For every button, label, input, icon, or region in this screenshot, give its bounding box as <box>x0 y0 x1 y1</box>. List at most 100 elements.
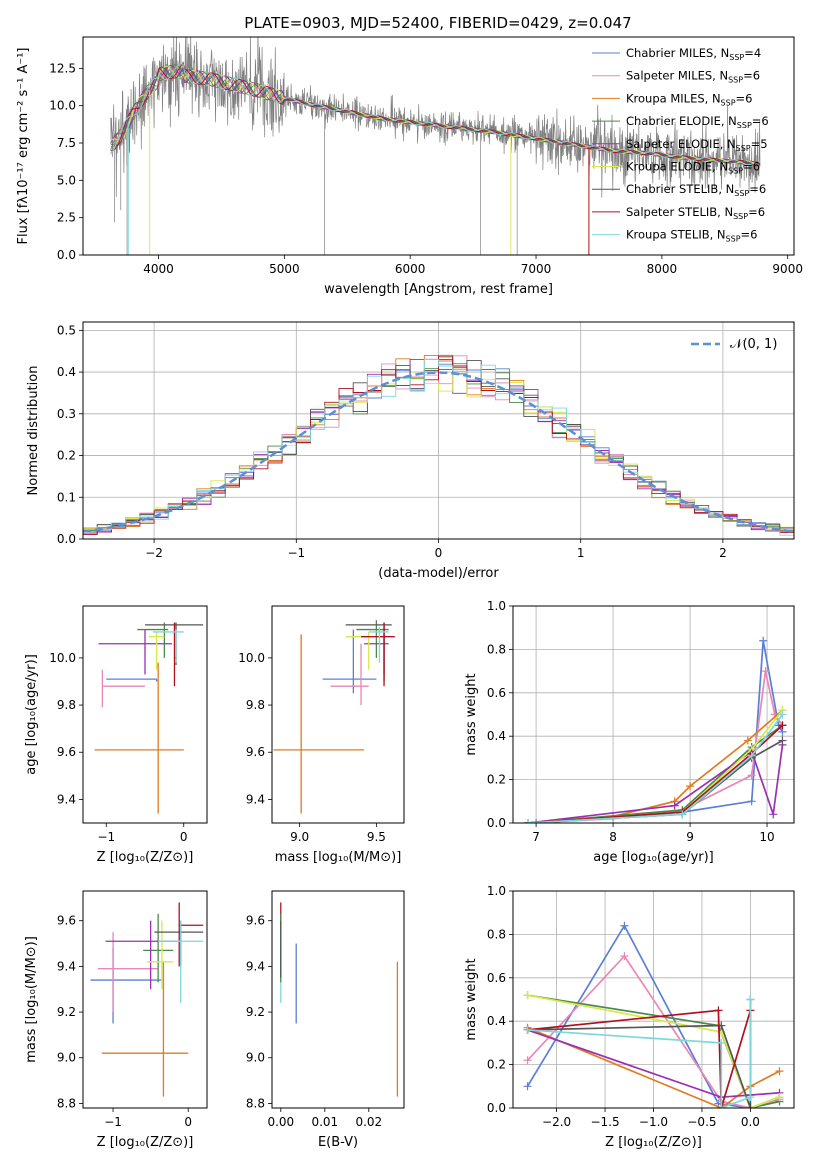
panel-residuals: −2 −1 0 1 2 0.0 0.1 0.2 0.3 0.4 0.5 (data-model)/er… <box>26 321 795 581</box>
y-tick-label: 9.2 <box>57 1005 76 1019</box>
errorbar-salpeter-stelib <box>361 622 395 687</box>
x-tick-label: −1.5 <box>590 1115 619 1129</box>
y-tick-label: 0.3 <box>57 407 76 421</box>
x-axis-label: age [log₁₀(age/yr)] <box>593 850 714 865</box>
weight-line-kroupa-miles <box>527 1026 780 1108</box>
x-tick-label: 4000 <box>143 262 174 276</box>
x-tick-label: 0.01 <box>311 1115 338 1129</box>
x-axis-label: Z [log₁₀(Z/Z⊙)] <box>97 850 194 865</box>
y-tick-label: 0.8 <box>487 642 506 656</box>
weight-marker <box>747 797 756 806</box>
x-tick-label: 2 <box>719 546 727 560</box>
errorbar-salpeter-elodie <box>105 920 177 990</box>
y-tick-label: 1.0 <box>487 599 506 613</box>
legend-label-salpeter-elodie: Salpeter ELODIE, NSSP=5 <box>626 137 768 153</box>
errorbar-kroupa-miles <box>101 961 189 1097</box>
axes-frame <box>82 321 795 540</box>
y-tick-label: 12.5 <box>49 61 76 75</box>
weight-marker <box>717 1104 726 1108</box>
axes-frame <box>82 890 208 1109</box>
x-tick-label: −1 <box>287 546 305 560</box>
weight-marker <box>620 921 629 930</box>
weight-line-kroupa-stelib <box>528 713 784 823</box>
y-tick-label: 0.6 <box>487 686 506 700</box>
y-tick-label: 0.0 <box>487 1101 506 1115</box>
x-tick-label: 6000 <box>395 262 426 276</box>
weight-line-salpeter-elodie <box>527 1029 780 1099</box>
x-tick-label: 9000 <box>772 262 803 276</box>
panel-age-vs-Z: −1 0 9.4 9.6 9.8 10.0 Z [log₁₀(Z/Z⊙)] age [log₁… <box>24 605 208 865</box>
weight-marker <box>747 751 756 760</box>
x-tick-label: −2.0 <box>542 1115 571 1129</box>
y-tick-label: 0.0 <box>57 248 76 262</box>
plot-area <box>280 902 399 1097</box>
model-kroupa-stelib-line <box>110 63 761 165</box>
y-tick-label: 9.4 <box>57 792 76 806</box>
legend-label-salpeter-miles: Salpeter MILES, NSSP=6 <box>626 69 760 85</box>
y-tick-label: 9.0 <box>57 1051 76 1065</box>
weight-marker <box>746 995 755 1004</box>
x-tick-label: 5000 <box>269 262 300 276</box>
weight-marker <box>778 710 787 719</box>
legend-label-chabrier-miles: Chabrier MILES, NSSP=4 <box>626 46 761 62</box>
x-tick-label: 8000 <box>647 262 678 276</box>
errorbar-chabrier-miles <box>322 629 377 694</box>
x-tick-label: 7000 <box>521 262 552 276</box>
axes-frame <box>82 605 208 824</box>
y-axis-label: mass [log₁₀(M/M⊙)] <box>24 936 39 1063</box>
y-tick-label: 0.1 <box>57 490 76 504</box>
y-tick-label: 9.0 <box>246 1051 265 1065</box>
errorbar-kroupa-stelib <box>368 627 389 663</box>
x-tick-label: 0 <box>435 546 443 560</box>
weight-marker <box>523 1082 532 1091</box>
errorbar-kroupa-elodie <box>345 631 385 670</box>
weight-marker <box>746 1104 755 1108</box>
weight-marker <box>778 721 787 730</box>
y-tick-label: 8.8 <box>57 1096 76 1110</box>
x-tick-label: 10 <box>759 830 774 844</box>
weight-line-kroupa-miles <box>528 709 784 823</box>
axes-frame <box>271 890 405 1109</box>
weight-line-salpeter-stelib <box>527 1009 752 1108</box>
errorbar-kroupa-stelib <box>152 629 184 663</box>
y-tick-label: 9.2 <box>246 1005 265 1019</box>
x-axis-label: mass [log₁₀(M/M⊙)] <box>275 850 402 865</box>
y-tick-label: 9.6 <box>57 745 76 759</box>
x-tick-label: 1 <box>577 546 585 560</box>
legend-label-kroupa-stelib: Kroupa STELIB, NSSP=6 <box>626 228 757 244</box>
y-axis-label: age [log₁₀(age/yr)] <box>24 654 39 775</box>
y-tick-label: 8.8 <box>246 1096 265 1110</box>
model-salpeter-stelib-line <box>110 62 761 166</box>
weight-marker <box>524 819 533 823</box>
legend-label-kroupa-elodie: Kroupa ELODIE, NSSP=6 <box>626 160 760 176</box>
weight-marker <box>761 667 770 676</box>
errorbar-salpeter-miles <box>101 669 145 708</box>
y-axis-label: Flux [fλ10⁻¹⁷ erg cm⁻² s⁻¹ A⁻¹] <box>16 48 31 245</box>
y-tick-label: 9.6 <box>57 914 76 928</box>
plot-area <box>83 322 794 539</box>
x-tick-label: 9.5 <box>367 830 386 844</box>
x-tick-label: 0.00 <box>267 1115 294 1129</box>
figure-title: PLATE=0903, MJD=52400, FIBERID=0429, z=0… <box>244 14 631 32</box>
x-tick-label: 0.02 <box>355 1115 382 1129</box>
x-tick-label: −1 <box>97 830 115 844</box>
x-tick-label: 0 <box>180 830 188 844</box>
errorbar-chabrier-elodie <box>143 913 174 983</box>
plot-area <box>513 606 794 823</box>
legend-label-salpeter-stelib: Salpeter STELIB, NSSP=6 <box>626 205 765 221</box>
y-tick-label: 2.5 <box>57 211 76 225</box>
x-axis-label: Z [log₁₀(Z/Z⊙)] <box>97 1135 194 1150</box>
panel-mass-vs-Z: −1 0 8.8 9.0 9.2 9.4 9.6 Z [log₁₀(Z/Z⊙)] mass [l… <box>24 890 208 1150</box>
plot-area <box>513 891 794 1108</box>
weight-marker <box>743 736 752 745</box>
residuals-legend: 𝒩(0, 1) <box>691 337 777 352</box>
weight-marker <box>523 1056 532 1065</box>
y-tick-label: 1.0 <box>487 884 506 898</box>
y-tick-label: 0.2 <box>487 773 506 787</box>
x-tick-label: 7 <box>532 830 540 844</box>
y-tick-label: 10.0 <box>238 651 265 665</box>
y-tick-label: 0.0 <box>487 816 506 830</box>
weight-marker <box>747 771 756 780</box>
gaussian-reference-line <box>83 371 792 533</box>
errorbar-salpeter-miles <box>98 932 159 1013</box>
